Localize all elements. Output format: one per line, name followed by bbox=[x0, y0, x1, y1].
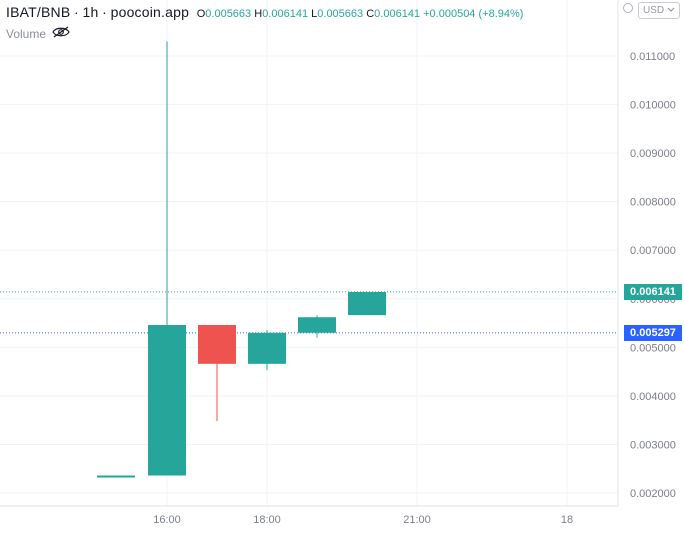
interval-label[interactable]: 1h bbox=[82, 4, 99, 20]
current-price-tag: 0.005297 bbox=[624, 324, 682, 341]
price-tick-label: 0.008000 bbox=[630, 197, 676, 209]
currency-selector[interactable]: USD bbox=[638, 2, 680, 19]
legend-separator: · bbox=[73, 4, 79, 20]
candle[interactable] bbox=[97, 475, 135, 478]
price-tick-label: 0.003000 bbox=[630, 439, 676, 451]
time-tick-label: 18:00 bbox=[253, 514, 281, 526]
circle-icon[interactable] bbox=[622, 2, 634, 17]
time-tick-label: 16:00 bbox=[153, 514, 181, 526]
grid-lines bbox=[0, 0, 618, 506]
candle-body bbox=[248, 332, 286, 364]
candle-body bbox=[198, 324, 236, 364]
price-tick-label: 0.009000 bbox=[630, 148, 676, 160]
ohlc-values: O0.005663 H0.006141 L0.005663 C0.006141 … bbox=[197, 8, 524, 20]
candles[interactable] bbox=[97, 41, 386, 478]
time-tick-label: 21:00 bbox=[403, 514, 431, 526]
price-axis[interactable]: 0.011000 0.010000 0.009000 0.008000 0.007000… bbox=[630, 51, 676, 500]
high-value: 0.006141 bbox=[262, 8, 309, 20]
candle[interactable] bbox=[248, 329, 286, 371]
currency-label: USD bbox=[642, 5, 665, 16]
candle[interactable] bbox=[298, 315, 336, 338]
symbol-name[interactable]: IBAT/BNB bbox=[6, 4, 71, 20]
price-tick-label: 0.002000 bbox=[630, 488, 676, 500]
price-tick-label: 0.010000 bbox=[630, 100, 676, 112]
candle[interactable] bbox=[348, 291, 386, 316]
eye-hidden-icon[interactable] bbox=[52, 26, 70, 41]
price-lines bbox=[0, 291, 618, 334]
price-tick-label: 0.011000 bbox=[630, 51, 675, 63]
price-tick-label: 0.007000 bbox=[630, 245, 676, 257]
candle-body bbox=[348, 291, 386, 316]
change-value: +0.000504 (+8.94%) bbox=[423, 8, 524, 20]
last-price-tag: 0.006141 bbox=[624, 283, 682, 300]
time-axis[interactable]: 16:00 18:00 21:00 18 bbox=[153, 514, 573, 526]
candle[interactable] bbox=[198, 324, 236, 422]
close-label: C bbox=[366, 8, 375, 20]
symbol-legend: IBAT/BNB · 1h · poocoin.app O0.005663 H0… bbox=[6, 4, 523, 20]
candle-body bbox=[97, 475, 135, 478]
close-value: 0.006141 bbox=[374, 8, 421, 20]
source-label: poocoin.app bbox=[110, 4, 190, 20]
low-value: 0.005663 bbox=[317, 8, 364, 20]
price-tick-label: 0.005000 bbox=[630, 342, 676, 354]
open-value: 0.005663 bbox=[205, 8, 252, 20]
high-label: H bbox=[254, 8, 263, 20]
price-tick-label: 0.004000 bbox=[630, 391, 676, 403]
chevron-down-icon bbox=[667, 5, 675, 16]
open-label: O bbox=[196, 8, 206, 20]
candle-body bbox=[148, 324, 186, 476]
candle-body bbox=[298, 317, 336, 333]
volume-legend: Volume bbox=[6, 26, 70, 41]
candle[interactable] bbox=[148, 41, 186, 476]
legend-separator: · bbox=[102, 4, 107, 20]
time-tick-label: 18 bbox=[561, 514, 573, 526]
low-label: L bbox=[311, 8, 318, 20]
volume-label: Volume bbox=[6, 26, 47, 41]
